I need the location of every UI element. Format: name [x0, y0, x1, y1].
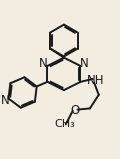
Text: N: N [39, 57, 48, 70]
Text: O: O [71, 104, 80, 117]
Text: NH: NH [86, 74, 104, 87]
Text: N: N [1, 93, 9, 107]
Text: N: N [80, 57, 89, 70]
Text: CH₃: CH₃ [54, 119, 75, 129]
